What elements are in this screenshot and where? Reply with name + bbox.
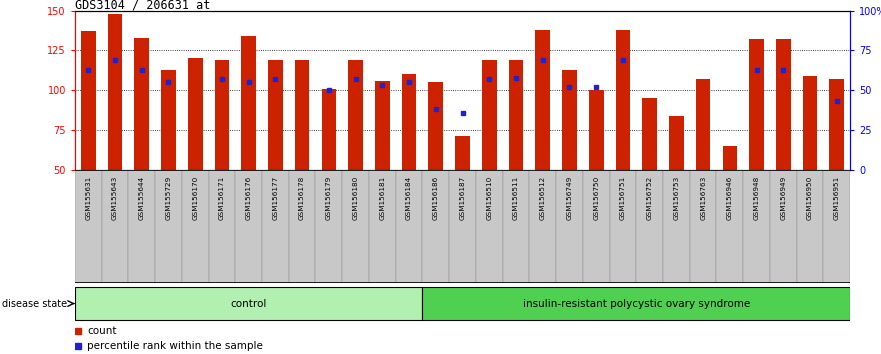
Bar: [135, 38, 149, 170]
Bar: [616, 30, 630, 170]
Text: GSM156753: GSM156753: [673, 176, 679, 220]
Bar: [529, 170, 556, 283]
Text: GSM156512: GSM156512: [540, 176, 545, 220]
Text: GSM156177: GSM156177: [272, 176, 278, 220]
Bar: [81, 31, 96, 170]
Bar: [369, 170, 396, 283]
Text: disease state: disease state: [2, 298, 67, 309]
Bar: [636, 170, 663, 283]
Bar: [829, 79, 844, 170]
Bar: [75, 170, 101, 283]
Bar: [181, 170, 209, 283]
Text: GSM156751: GSM156751: [620, 176, 626, 220]
Bar: [155, 170, 181, 283]
Bar: [188, 58, 203, 170]
Text: GSM156180: GSM156180: [352, 176, 359, 220]
Bar: [796, 170, 824, 283]
Bar: [776, 39, 790, 170]
Bar: [322, 88, 337, 170]
Text: GSM155729: GSM155729: [166, 176, 172, 220]
Bar: [508, 60, 523, 170]
Bar: [262, 170, 289, 283]
Bar: [129, 170, 155, 283]
Text: GSM155631: GSM155631: [85, 176, 92, 220]
Bar: [476, 170, 503, 283]
Text: GSM156176: GSM156176: [246, 176, 252, 220]
Text: percentile rank within the sample: percentile rank within the sample: [87, 341, 263, 351]
Bar: [669, 116, 684, 170]
Bar: [824, 170, 850, 283]
Bar: [375, 81, 389, 170]
Bar: [161, 69, 176, 170]
Text: count: count: [87, 326, 116, 336]
Text: GSM156186: GSM156186: [433, 176, 439, 220]
Bar: [562, 69, 577, 170]
Bar: [315, 170, 342, 283]
Text: GSM156763: GSM156763: [700, 176, 707, 220]
Text: GSM156749: GSM156749: [566, 176, 573, 220]
Bar: [749, 39, 764, 170]
Bar: [503, 170, 529, 283]
Text: GSM156181: GSM156181: [380, 176, 385, 220]
Text: GSM156178: GSM156178: [300, 176, 305, 220]
Bar: [556, 170, 583, 283]
Text: GSM156951: GSM156951: [833, 176, 840, 220]
Bar: [744, 170, 770, 283]
Bar: [696, 79, 710, 170]
Bar: [215, 60, 229, 170]
Bar: [690, 170, 716, 283]
Bar: [342, 170, 369, 283]
Text: GSM156946: GSM156946: [727, 176, 733, 220]
Bar: [716, 170, 744, 283]
Text: GSM156950: GSM156950: [807, 176, 813, 220]
Bar: [803, 76, 818, 170]
Bar: [583, 170, 610, 283]
Bar: [235, 170, 262, 283]
Text: GSM156179: GSM156179: [326, 176, 332, 220]
Text: GSM156948: GSM156948: [753, 176, 759, 220]
Text: GSM156752: GSM156752: [647, 176, 653, 220]
Bar: [589, 90, 603, 170]
Text: control: control: [231, 298, 267, 309]
Bar: [422, 170, 449, 283]
Bar: [455, 136, 470, 170]
Bar: [642, 98, 657, 170]
Text: GSM155644: GSM155644: [138, 176, 144, 220]
Bar: [209, 170, 235, 283]
Bar: [536, 30, 550, 170]
Text: GSM156511: GSM156511: [513, 176, 519, 220]
Bar: [402, 74, 417, 170]
Bar: [101, 170, 129, 283]
Text: insulin-resistant polycystic ovary syndrome: insulin-resistant polycystic ovary syndr…: [522, 298, 750, 309]
Text: GSM156750: GSM156750: [593, 176, 599, 220]
Bar: [770, 170, 796, 283]
Bar: [295, 60, 309, 170]
Bar: [722, 146, 737, 170]
Bar: [107, 14, 122, 170]
Bar: [348, 60, 363, 170]
Text: GSM156171: GSM156171: [218, 176, 225, 220]
Text: GSM156949: GSM156949: [781, 176, 787, 220]
Bar: [396, 170, 422, 283]
Text: GSM156184: GSM156184: [406, 176, 412, 220]
Text: GSM156187: GSM156187: [460, 176, 465, 220]
Bar: [289, 170, 315, 283]
Bar: [241, 36, 256, 170]
Text: GSM155643: GSM155643: [112, 176, 118, 220]
Bar: [428, 82, 443, 170]
Bar: [422, 287, 850, 320]
Bar: [610, 170, 636, 283]
Bar: [268, 60, 283, 170]
Bar: [75, 287, 422, 320]
Text: GSM156510: GSM156510: [486, 176, 492, 220]
Bar: [663, 170, 690, 283]
Bar: [449, 170, 476, 283]
Bar: [482, 60, 497, 170]
Text: GDS3104 / 206631_at: GDS3104 / 206631_at: [75, 0, 211, 11]
Text: GSM156170: GSM156170: [192, 176, 198, 220]
